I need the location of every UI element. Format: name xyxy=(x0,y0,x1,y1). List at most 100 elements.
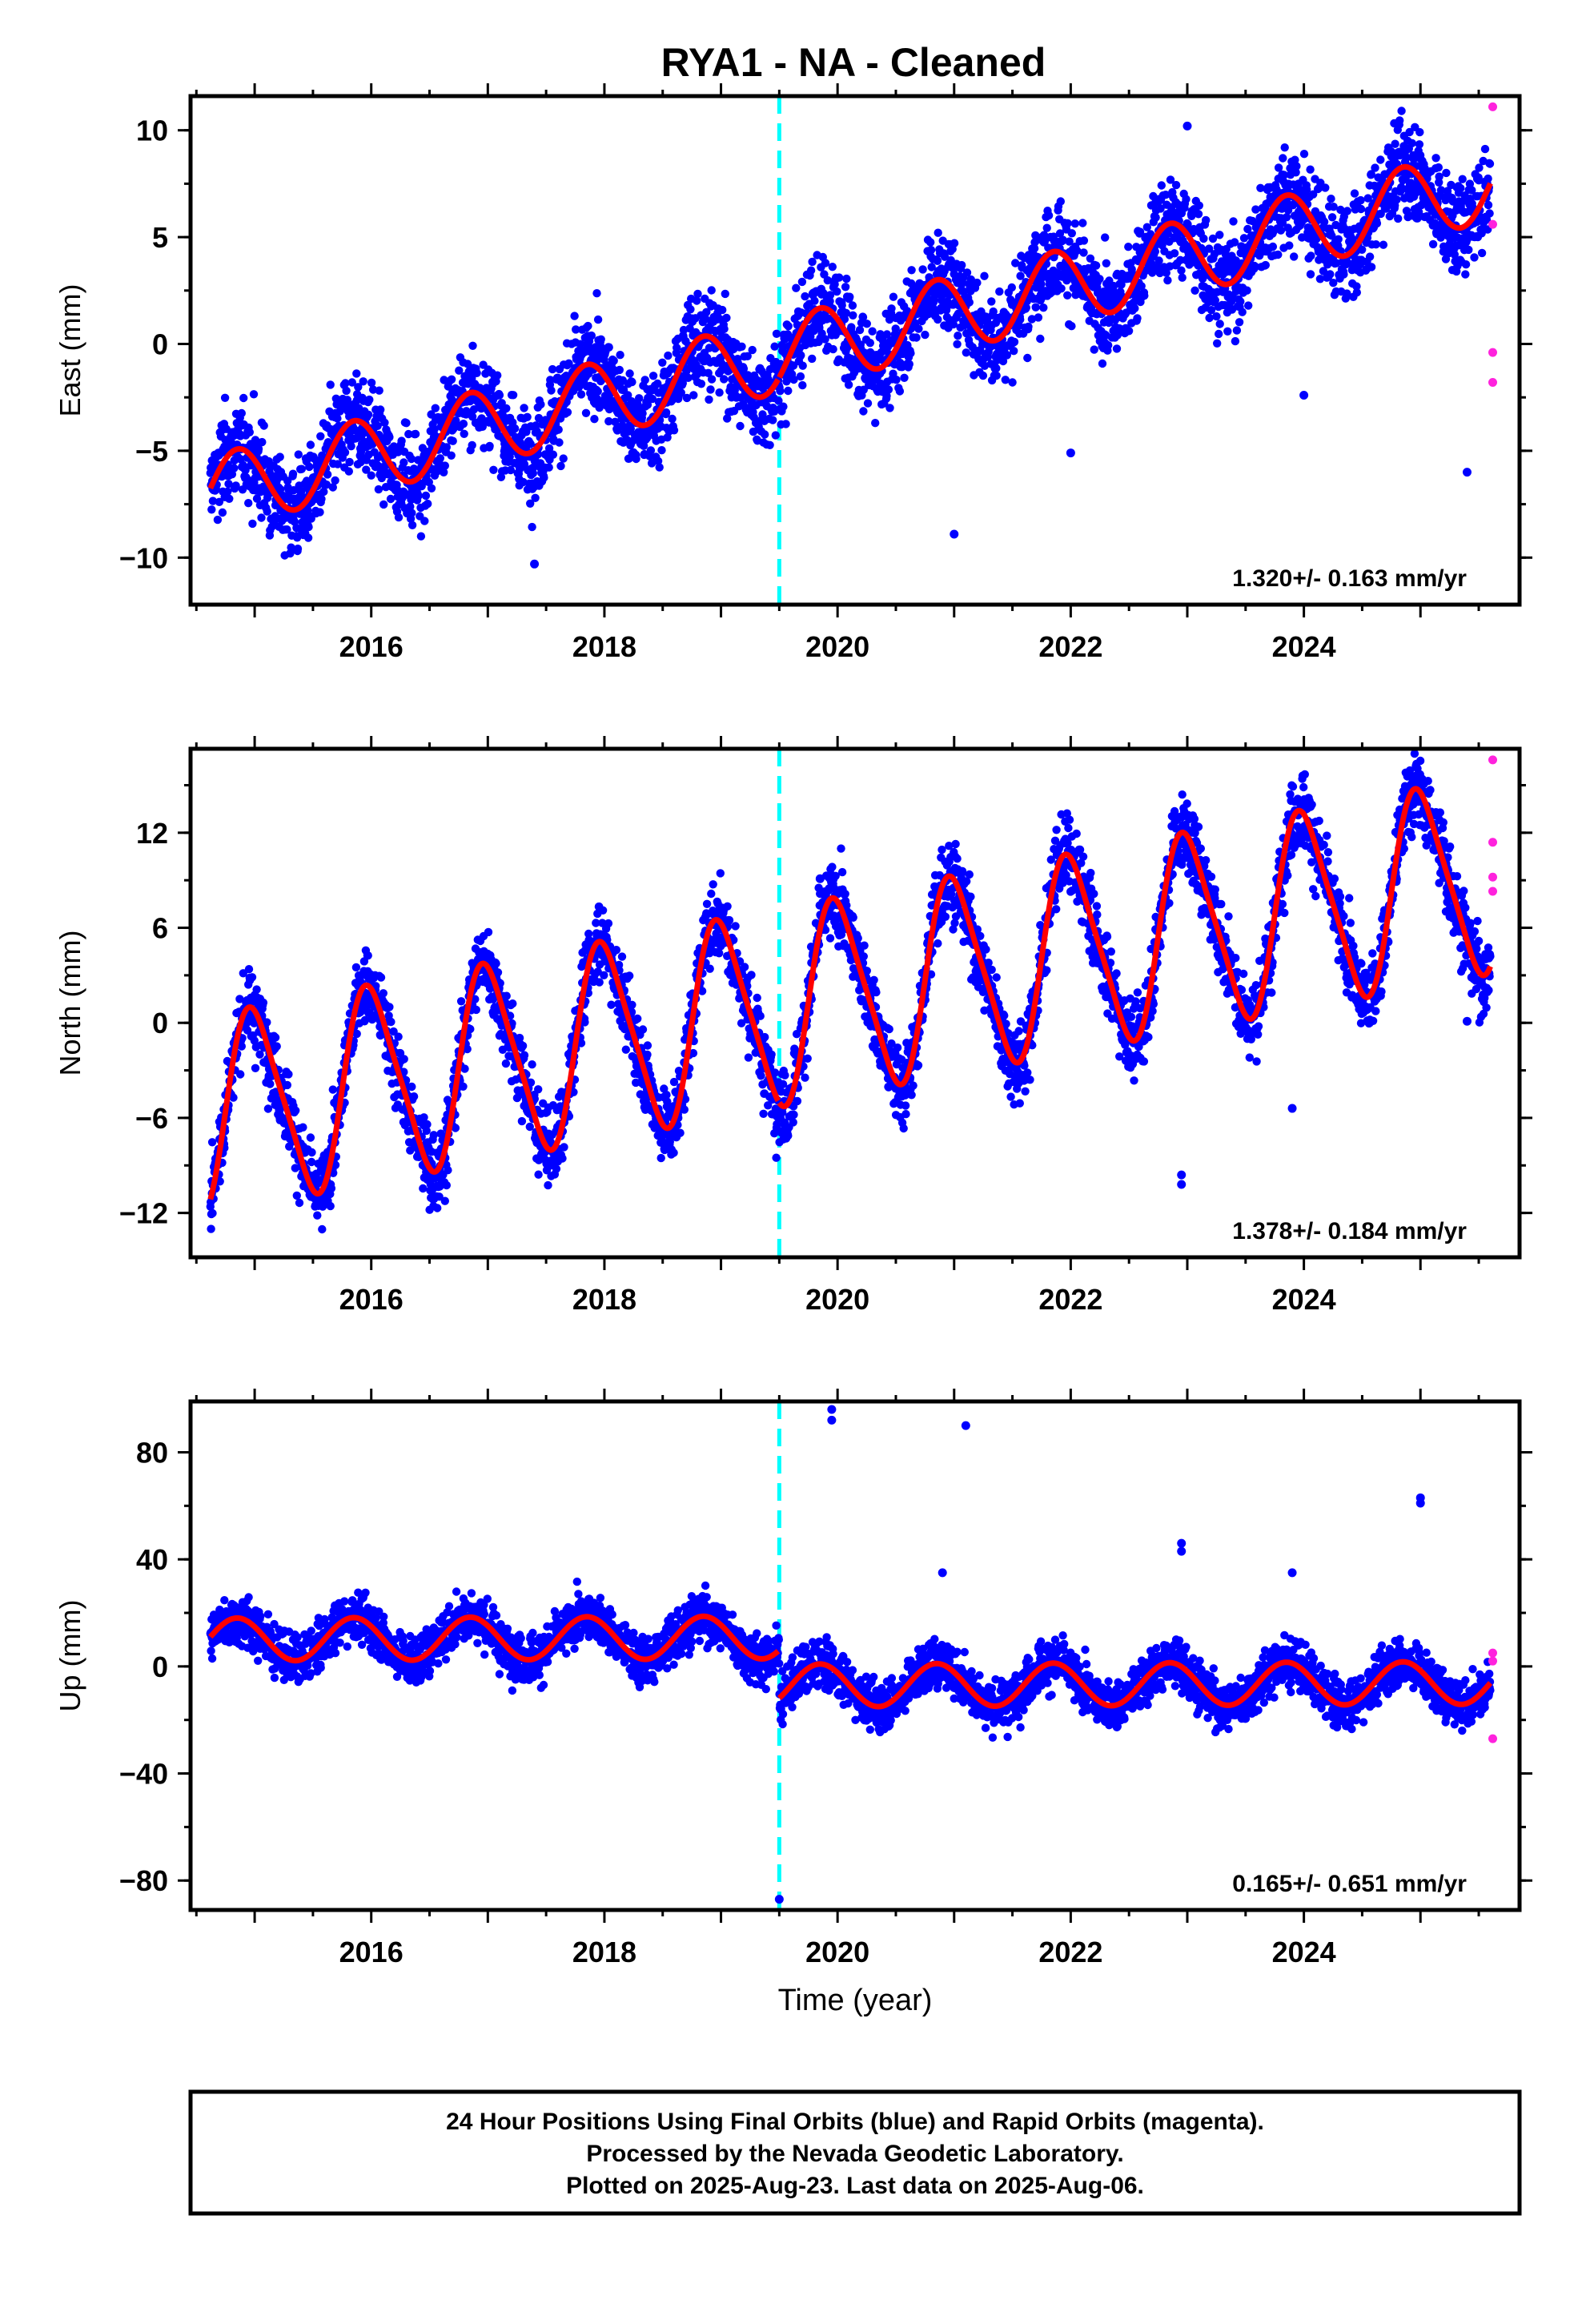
data-point xyxy=(244,499,253,508)
data-point xyxy=(230,464,239,472)
data-point xyxy=(1235,318,1244,327)
data-point xyxy=(1365,252,1375,261)
data-point xyxy=(862,320,872,328)
data-point xyxy=(677,388,685,397)
data-point xyxy=(638,409,647,418)
data-point xyxy=(244,965,254,974)
data-point xyxy=(1098,359,1107,368)
data-point xyxy=(1327,213,1337,222)
data-point xyxy=(299,1123,307,1132)
outlier-point xyxy=(1182,121,1192,131)
data-point xyxy=(526,499,535,508)
data-point xyxy=(318,1224,327,1234)
data-point xyxy=(1057,284,1066,293)
data-point xyxy=(707,286,716,295)
data-point xyxy=(865,339,875,348)
data-point xyxy=(344,467,353,476)
data-point xyxy=(1182,195,1191,203)
data-point xyxy=(1367,263,1376,271)
data-point xyxy=(534,1170,543,1179)
data-point xyxy=(926,246,936,255)
data-point xyxy=(223,487,232,496)
data-point xyxy=(284,1070,293,1079)
data-point xyxy=(257,513,266,522)
data-point xyxy=(341,379,350,388)
data-point xyxy=(653,379,662,388)
x-tick-label: 2024 xyxy=(1272,630,1336,663)
data-point xyxy=(640,376,649,384)
data-point xyxy=(1431,154,1440,163)
data-point xyxy=(774,396,783,405)
data-point xyxy=(469,405,479,414)
data-point xyxy=(587,331,596,340)
data-point xyxy=(1244,301,1253,310)
data-point xyxy=(678,379,687,388)
data-point xyxy=(213,515,223,525)
data-point xyxy=(275,452,284,461)
data-point xyxy=(906,348,915,358)
data-point xyxy=(327,1184,336,1193)
data-point xyxy=(820,270,829,279)
data-point xyxy=(289,486,298,495)
data-point xyxy=(294,450,303,459)
data-point xyxy=(1485,159,1495,168)
data-point xyxy=(1371,240,1380,249)
data-point xyxy=(1104,341,1113,350)
data-point xyxy=(411,429,420,439)
data-point xyxy=(686,305,695,314)
data-point xyxy=(404,429,413,439)
data-point xyxy=(351,963,361,972)
data-point xyxy=(1461,260,1471,269)
y-tick-label: −5 xyxy=(135,435,168,468)
data-point xyxy=(263,1104,273,1113)
data-point xyxy=(1195,201,1204,210)
data-point xyxy=(1356,195,1365,205)
data-point xyxy=(283,1080,291,1090)
data-point xyxy=(1434,163,1443,172)
data-point xyxy=(528,1060,536,1069)
data-point xyxy=(385,432,394,442)
data-point xyxy=(1124,327,1134,336)
data-point xyxy=(1007,283,1017,292)
data-point xyxy=(444,1166,452,1175)
data-point xyxy=(600,971,608,980)
data-point xyxy=(560,1143,568,1152)
data-point xyxy=(1079,236,1089,245)
data-point xyxy=(468,440,476,450)
data-point xyxy=(326,380,335,389)
data-point xyxy=(247,973,257,982)
data-point xyxy=(306,1133,315,1142)
data-point xyxy=(1112,344,1122,353)
data-point xyxy=(1133,314,1142,323)
data-point xyxy=(433,1204,442,1212)
data-point xyxy=(1034,313,1043,322)
x-tick-label: 2020 xyxy=(805,630,869,663)
data-point xyxy=(381,483,391,492)
final-orbit-points xyxy=(206,749,1495,1234)
data-point xyxy=(387,1017,396,1027)
data-point xyxy=(797,351,805,360)
data-point xyxy=(508,391,518,400)
data-point xyxy=(493,968,503,977)
data-point xyxy=(1261,260,1271,270)
data-point xyxy=(263,493,272,502)
data-point xyxy=(1306,270,1315,279)
data-point xyxy=(544,463,553,472)
data-point xyxy=(347,442,355,451)
outlier-point xyxy=(1462,468,1472,477)
data-point xyxy=(798,380,807,390)
data-point xyxy=(739,364,749,373)
data-point xyxy=(868,327,877,336)
data-point xyxy=(1299,150,1309,159)
data-point xyxy=(547,386,556,395)
data-point xyxy=(1010,347,1018,356)
data-point xyxy=(1078,219,1087,227)
data-point xyxy=(510,424,520,433)
data-point xyxy=(421,491,431,501)
data-point xyxy=(859,407,868,416)
data-point xyxy=(1063,291,1072,300)
data-point xyxy=(806,266,816,275)
data-point xyxy=(440,461,449,470)
data-point xyxy=(208,1208,217,1218)
